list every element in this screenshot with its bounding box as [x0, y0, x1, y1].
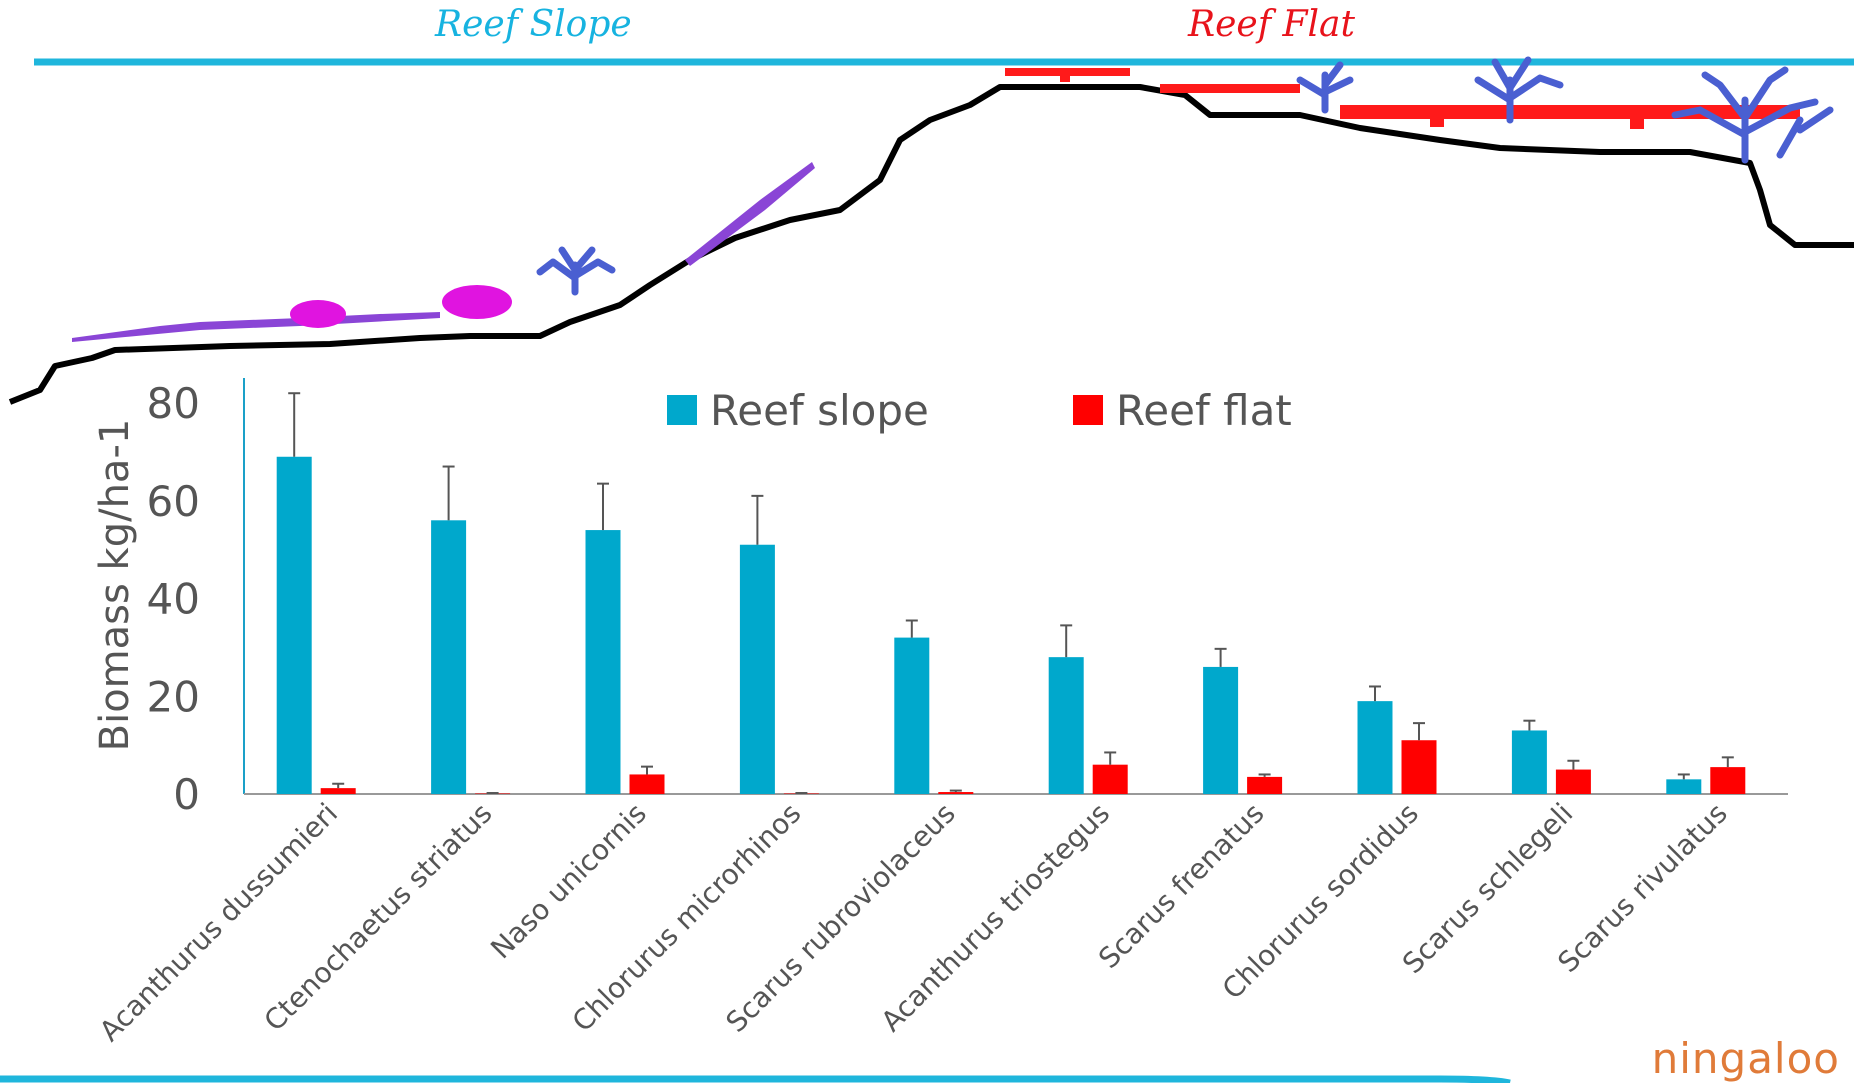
- bar-reef-slope: [1048, 657, 1084, 794]
- x-tick-label: Scarus rivulatus: [1551, 797, 1733, 979]
- bar-reef-slope: [585, 530, 621, 794]
- x-tick-label: Scarus frenatus: [1092, 797, 1270, 975]
- y-tick-label: 80: [147, 379, 200, 428]
- y-tick-label: 0: [173, 770, 200, 819]
- table-coral-icon: [1340, 105, 1800, 119]
- reef-profile-line: [8, 84, 1854, 405]
- y-tick-label: 60: [147, 477, 200, 526]
- x-tick-label: Naso unicornis: [484, 797, 653, 966]
- bar-reef-flat: [1092, 764, 1128, 794]
- y-axis-label: Biomass kg/ha-1: [92, 419, 138, 752]
- bar-reef-flat: [1710, 767, 1746, 794]
- bar-reef-slope: [1357, 701, 1393, 794]
- reef-flat-zone-label: Reef Flat: [1188, 4, 1355, 45]
- table-coral-icon: [1160, 84, 1300, 93]
- table-coral-icon: [1060, 74, 1070, 82]
- bar-reef-flat: [629, 774, 665, 794]
- table-coral-icon: [1630, 117, 1644, 129]
- ningaloo-logo: ningaloo: [1651, 1034, 1840, 1083]
- branching-coral-icon: [536, 56, 1834, 296]
- bar-reef-flat: [320, 788, 356, 794]
- y-tick-label: 20: [147, 672, 200, 721]
- bar-reef-flat: [938, 792, 974, 794]
- legend-label-reef-slope: Reef slope: [710, 386, 929, 435]
- bar-reef-slope: [894, 637, 930, 794]
- legend-swatch-reef-flat: [1073, 395, 1103, 425]
- table-coral-icon: [1430, 117, 1444, 127]
- bar-reef-slope: [739, 544, 775, 794]
- bar-reef-flat: [1247, 776, 1283, 794]
- bottom-banner-line: [0, 1075, 1511, 1083]
- bar-reef-slope: [1666, 779, 1702, 794]
- sponge-icon: [442, 285, 512, 319]
- bar-reef-slope: [431, 520, 467, 794]
- reef-slope-zone-label: Reef Slope: [435, 4, 632, 45]
- bar-reef-slope: [1511, 730, 1547, 794]
- table-coral-icon: [1005, 68, 1130, 76]
- bar-reef-flat: [1555, 769, 1591, 794]
- bar-reef-flat: [1401, 740, 1437, 794]
- y-tick-label: 40: [147, 575, 200, 624]
- bar-reef-slope: [276, 456, 312, 794]
- sponge-icon: [290, 300, 346, 328]
- seagrass-icon: [685, 162, 815, 266]
- legend-label-reef-flat: Reef flat: [1116, 386, 1292, 435]
- legend-swatch-reef-slope: [667, 395, 697, 425]
- seagrass-icon: [72, 312, 440, 342]
- bar-reef-slope: [1203, 666, 1239, 794]
- x-tick-label: Scarus schlegeli: [1396, 797, 1579, 980]
